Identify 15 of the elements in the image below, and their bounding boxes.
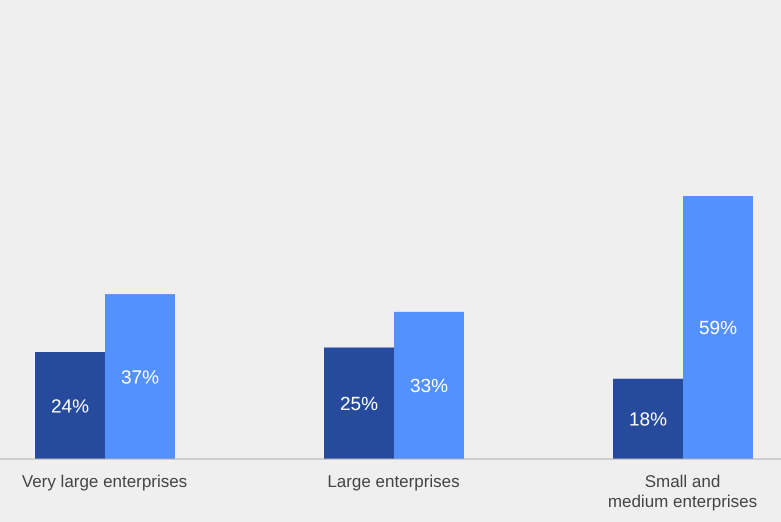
bar <box>324 348 394 459</box>
x-tick-label: Very large enterprises <box>22 472 188 491</box>
bar <box>613 378 683 459</box>
data-label: 25% <box>340 394 378 416</box>
x-tick-label: Large enterprises <box>327 472 460 491</box>
bar <box>105 294 175 459</box>
bar <box>394 312 464 459</box>
data-label: 59% <box>698 318 738 340</box>
bar <box>35 352 105 459</box>
data-label: 33% <box>410 376 448 398</box>
data-label: 24% <box>50 396 90 418</box>
data-label: 37% <box>120 367 160 388</box>
x-tick-label: Small and medium enterprises <box>608 472 758 511</box>
data-label: 18% <box>628 410 668 431</box>
bar <box>683 196 753 459</box>
